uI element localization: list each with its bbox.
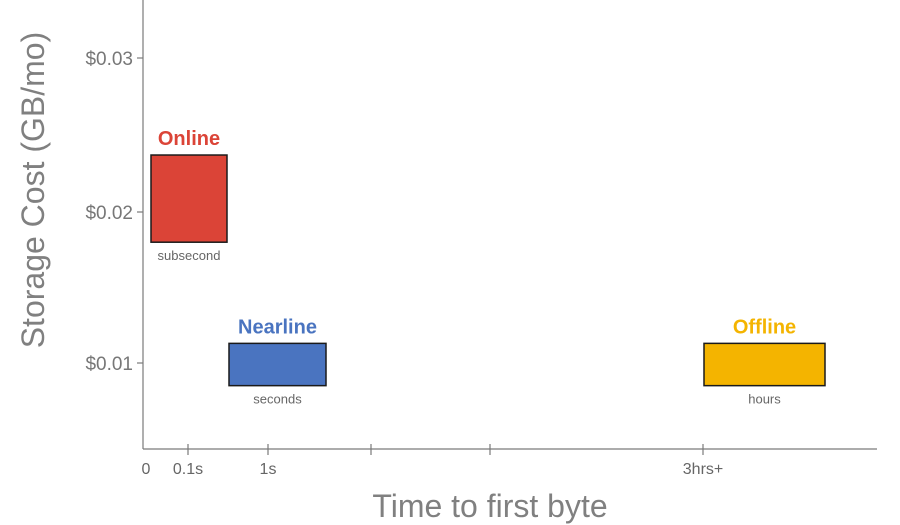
x-tick-label: 0.1s: [173, 461, 203, 478]
y-tick-label: $0.02: [85, 203, 133, 224]
box-online: [150, 154, 228, 243]
y-ticks: $0.03 $0.02 $0.01: [85, 49, 143, 375]
box-nearline: [228, 342, 327, 387]
latency-label-nearline: seconds: [253, 392, 302, 407]
latency-label-online: subsecond: [158, 248, 221, 263]
series-label-online: Online: [158, 128, 220, 150]
series-label-offline: Offline: [733, 316, 796, 338]
y-axis-label: Storage Cost (GB/mo): [15, 31, 51, 349]
chart-svg: $0.03 $0.02 $0.01 0 0.1s 1s 3hrs+ Online subse…: [85, 0, 877, 478]
series-label-nearline: Nearline: [238, 316, 317, 338]
box-offline: [703, 342, 826, 387]
x-tick-label: 3hrs+: [683, 461, 723, 478]
x-axis-label: Time to first byte: [372, 488, 608, 524]
data-boxes: Online subsecond Nearline seconds Offline hou…: [150, 128, 826, 407]
axes: [142, 0, 877, 450]
y-tick-label: $0.01: [85, 354, 133, 375]
y-tick-label: $0.03: [85, 49, 133, 70]
x-tick-label: 1s: [260, 461, 277, 478]
latency-label-offline: hours: [748, 392, 781, 407]
x-ticks: 0 0.1s 1s 3hrs+: [142, 444, 723, 478]
x-tick-label: 0: [142, 461, 151, 478]
